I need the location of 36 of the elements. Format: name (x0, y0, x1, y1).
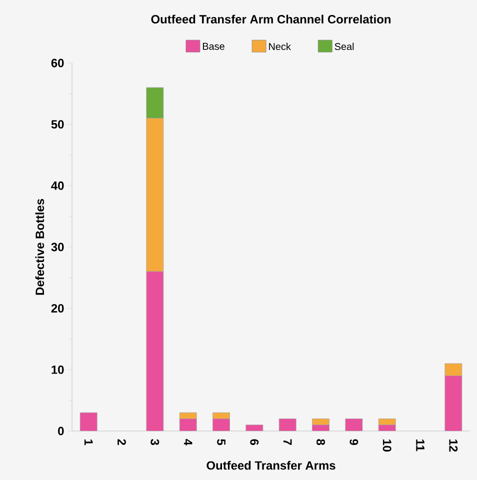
bar (212, 418, 230, 431)
bar (345, 418, 362, 431)
bar (378, 418, 396, 426)
x-tick-label: 2 (118, 439, 126, 445)
x-tick-label: 9 (350, 439, 358, 445)
y-tick-label: 20 (51, 304, 64, 313)
x-tick-label: 1 (84, 440, 93, 446)
legend-label: Neck (269, 42, 291, 50)
y-tick-label: 40 (51, 181, 64, 190)
y-axis-title: Defective Bottles (35, 199, 44, 295)
y-tick-label: 30 (51, 242, 64, 252)
x-tick-label: 8 (316, 439, 325, 446)
bar (212, 412, 230, 419)
y-tick-label: 10 (52, 365, 64, 374)
bar (279, 418, 296, 431)
x-axis-title: Outfeed Transfer Arms (206, 460, 336, 470)
bar (444, 376, 462, 431)
bar (180, 418, 197, 431)
x-tick-label: 7 (283, 439, 292, 445)
y-tick-label: 0 (58, 426, 64, 436)
y-tick-label: 60 (51, 58, 64, 68)
y-tick-label: 50 (51, 120, 64, 129)
bar (312, 418, 330, 426)
x-tick-label: 11 (416, 440, 424, 452)
x-tick-label: 4 (184, 438, 192, 446)
bar (146, 271, 164, 431)
x-tick-label: 12 (449, 440, 458, 452)
legend-label: Seal (334, 42, 354, 50)
x-tick-label: 3 (150, 439, 160, 445)
x-tick-label: 5 (217, 439, 226, 446)
legend-label: Base (202, 42, 224, 50)
x-tick-label: 6 (250, 439, 259, 445)
x-tick-label: 10 (382, 440, 392, 452)
chart-title: Outfeed Transfer Arm Channel Correlation (151, 14, 390, 24)
bar (80, 412, 98, 431)
bar (179, 412, 197, 419)
